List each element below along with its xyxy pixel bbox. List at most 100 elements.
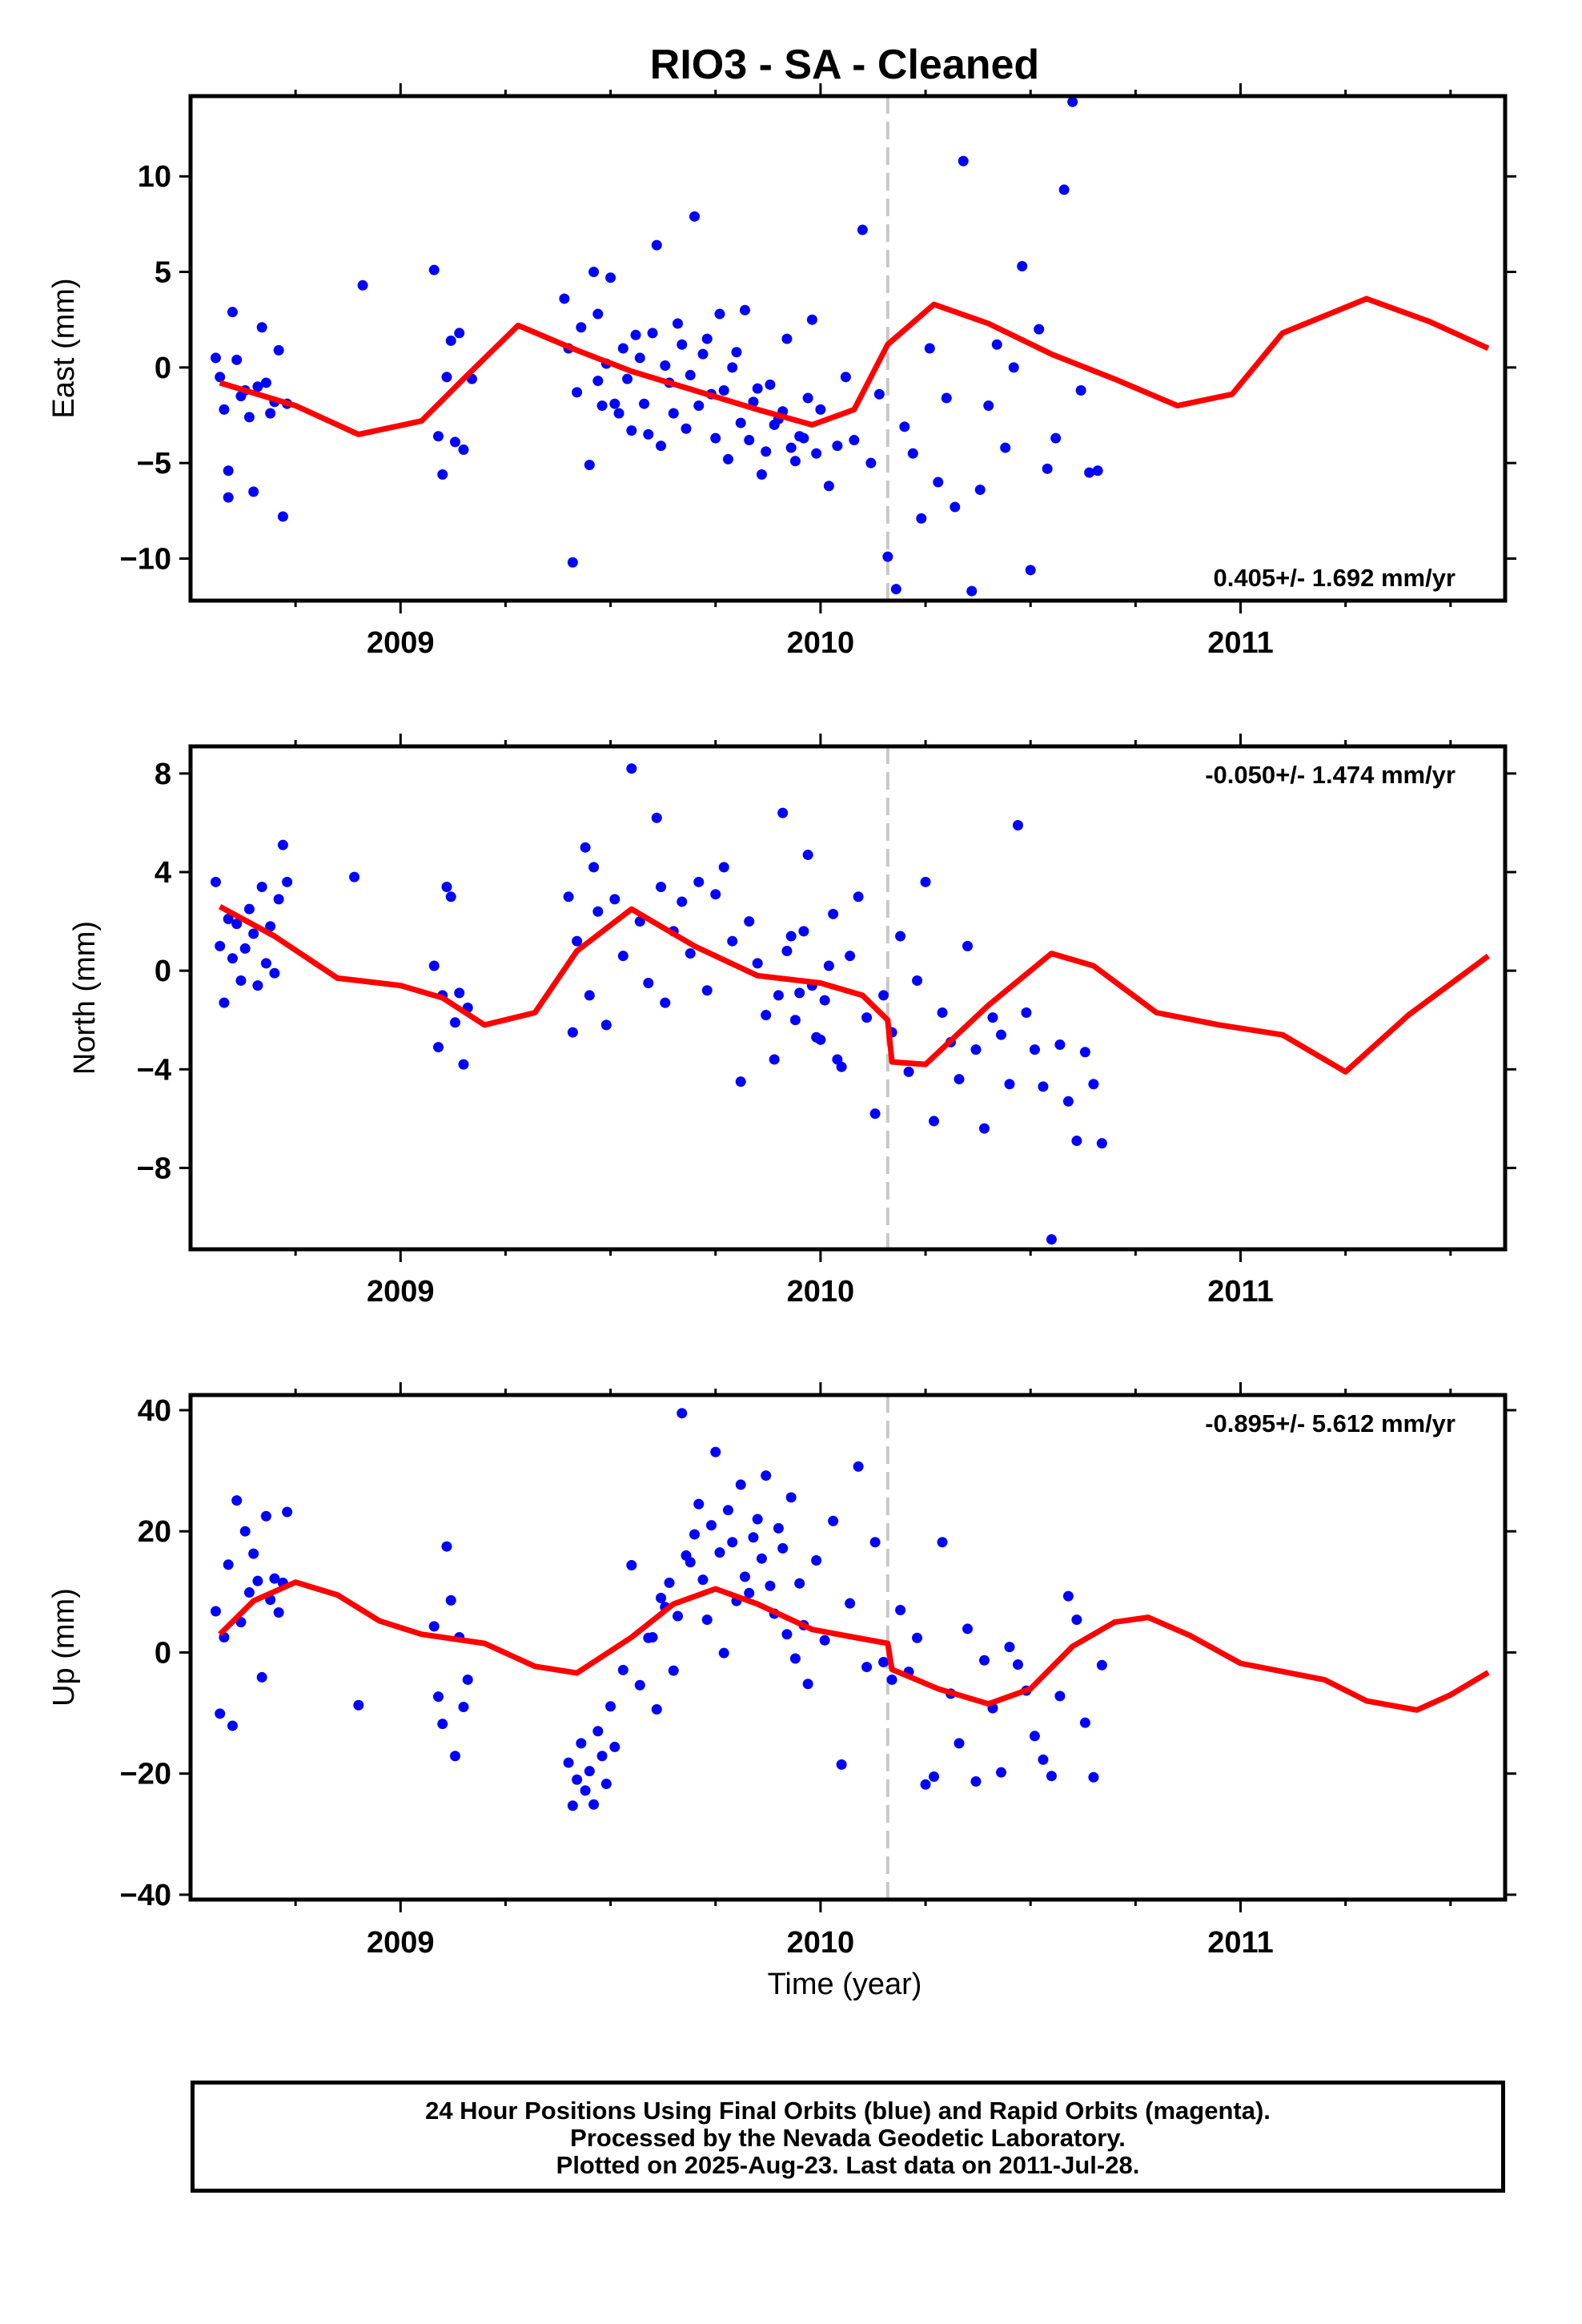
data-point xyxy=(260,377,271,388)
data-point xyxy=(777,807,789,818)
data-point xyxy=(802,392,813,404)
data-point xyxy=(752,958,763,969)
data-point xyxy=(802,849,813,860)
data-point xyxy=(823,480,834,492)
data-point xyxy=(219,997,230,1008)
data-point xyxy=(815,404,826,415)
data-point xyxy=(609,398,620,409)
data-point xyxy=(239,1526,251,1537)
data-point xyxy=(1029,1044,1040,1055)
data-point xyxy=(596,1751,608,1762)
model-curve-east xyxy=(219,296,1490,437)
data-point xyxy=(617,951,628,962)
data-point xyxy=(714,1547,725,1558)
data-point xyxy=(1038,1081,1049,1092)
y-tick-label: 20 xyxy=(138,1515,171,1549)
y-tick-label: 5 xyxy=(155,256,171,290)
data-point xyxy=(1058,184,1070,195)
data-point xyxy=(958,155,969,167)
data-point xyxy=(693,1498,705,1510)
data-point xyxy=(449,436,460,448)
model-curve-up xyxy=(218,1579,1490,1713)
data-point xyxy=(828,1515,839,1526)
data-point xyxy=(572,1774,583,1785)
data-point xyxy=(437,469,448,480)
data-point xyxy=(227,307,238,318)
data-point xyxy=(592,906,604,917)
x-tick-label: 2011 xyxy=(1207,1926,1273,1960)
data-point xyxy=(1067,96,1078,107)
data-point xyxy=(588,862,600,873)
data-point xyxy=(899,421,910,432)
rate-label: -0.895+/- 5.612 mm/yr xyxy=(1205,1409,1456,1437)
data-point xyxy=(970,1044,982,1055)
data-point xyxy=(685,369,696,380)
data-point xyxy=(769,1054,780,1065)
y-tick-label: 40 xyxy=(138,1394,171,1428)
data-point xyxy=(991,339,1002,350)
data-point xyxy=(643,428,654,440)
data-point xyxy=(600,1019,612,1031)
data-point xyxy=(756,469,767,480)
data-point xyxy=(903,1066,914,1077)
data-point xyxy=(937,1537,948,1548)
data-point xyxy=(933,476,944,488)
data-point xyxy=(1096,1138,1107,1149)
data-point xyxy=(773,990,784,1001)
data-point xyxy=(865,457,877,468)
panel-north: 8 4 0 −4 −8 2009 2010 2011 North (mm) -0.050+/- 1… xyxy=(68,734,1516,1309)
data-point xyxy=(656,881,667,892)
data-point xyxy=(832,440,843,452)
data-point xyxy=(243,412,255,423)
data-point xyxy=(1008,362,1019,373)
data-point xyxy=(563,1757,574,1768)
data-point xyxy=(227,953,238,964)
data-point xyxy=(907,448,918,459)
data-point xyxy=(970,1776,982,1787)
data-point xyxy=(962,940,974,951)
data-point xyxy=(588,1799,600,1810)
x-tick-label: 2009 xyxy=(367,1926,435,1960)
data-point xyxy=(673,1610,684,1622)
data-point xyxy=(756,1553,767,1564)
data-point xyxy=(1079,1717,1090,1728)
data-point xyxy=(765,379,776,390)
data-point xyxy=(592,308,604,320)
x-tick-label: 2009 xyxy=(367,1275,435,1309)
model-curve-north xyxy=(219,904,1491,1075)
x-axis-label: Time (year) xyxy=(768,1968,922,2001)
data-point xyxy=(924,343,935,354)
data-point xyxy=(622,373,633,384)
data-point xyxy=(567,1027,578,1038)
data-point xyxy=(673,318,684,329)
data-point xyxy=(210,876,221,887)
data-point xyxy=(660,360,671,371)
data-point xyxy=(252,381,263,392)
data-point xyxy=(722,453,733,464)
data-point xyxy=(794,431,805,442)
data-point xyxy=(806,314,817,325)
data-point xyxy=(1046,1771,1057,1782)
data-point xyxy=(761,446,772,457)
x-tick-label: 2010 xyxy=(787,1926,855,1960)
data-point xyxy=(458,1059,469,1070)
data-point xyxy=(727,1537,738,1548)
data-point xyxy=(248,1548,259,1559)
data-point xyxy=(978,1123,990,1134)
data-point xyxy=(651,812,662,823)
data-point xyxy=(1042,463,1053,474)
data-point xyxy=(449,1751,460,1762)
data-point xyxy=(785,1492,797,1503)
data-point xyxy=(845,951,856,962)
data-point xyxy=(252,1575,263,1586)
data-point xyxy=(445,1594,456,1606)
data-point xyxy=(273,1607,284,1618)
data-point xyxy=(617,343,628,354)
data-point xyxy=(219,404,230,415)
data-point xyxy=(761,1470,772,1482)
data-points-up xyxy=(210,1408,1107,1811)
data-point xyxy=(718,1647,729,1659)
data-point xyxy=(223,465,234,476)
data-point xyxy=(681,1550,692,1561)
data-point xyxy=(572,935,583,947)
